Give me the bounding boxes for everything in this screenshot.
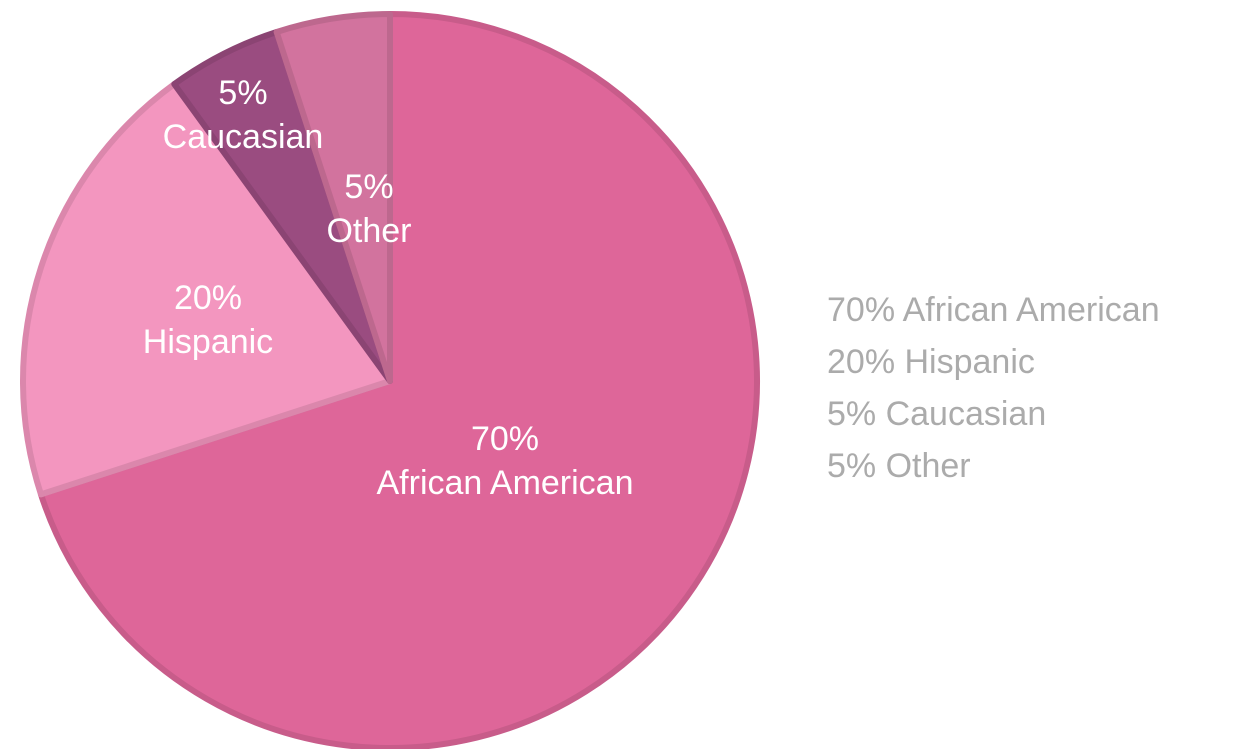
slice-label-percent: 70% xyxy=(471,420,539,458)
pie-slice-hispanic xyxy=(20,81,393,498)
pie-slice-african-american xyxy=(37,11,760,749)
slice-labels: 70% African American 20% Hispanic 5% Caucasia… xyxy=(143,74,634,502)
legend-item-african-american: 70% African American xyxy=(827,291,1160,329)
legend-item-hispanic: 20% Hispanic xyxy=(827,343,1035,381)
slice-label-percent: 5% xyxy=(344,168,393,206)
slice-label-percent: 20% xyxy=(174,279,242,317)
slice-label-percent: 5% xyxy=(218,74,267,112)
legend-item-caucasian: 5% Caucasian xyxy=(827,395,1047,433)
slice-label-name: Hispanic xyxy=(143,323,273,361)
slice-label-hispanic: 20% Hispanic xyxy=(143,279,273,361)
slice-label-caucasian: 5% Caucasian xyxy=(163,74,324,156)
slice-label-name: Caucasian xyxy=(163,118,324,156)
slice-label-name: African American xyxy=(377,464,634,502)
pie-slices xyxy=(20,11,760,749)
slice-label-other: 5% Other xyxy=(326,168,411,250)
slice-label-name: Other xyxy=(326,212,411,250)
slice-label-african-american: 70% African American xyxy=(377,420,634,502)
legend: 70% African American 20% Hispanic 5% Cau… xyxy=(827,284,1160,492)
pie-slice-other xyxy=(273,11,393,384)
legend-item-other: 5% Other xyxy=(827,447,971,485)
